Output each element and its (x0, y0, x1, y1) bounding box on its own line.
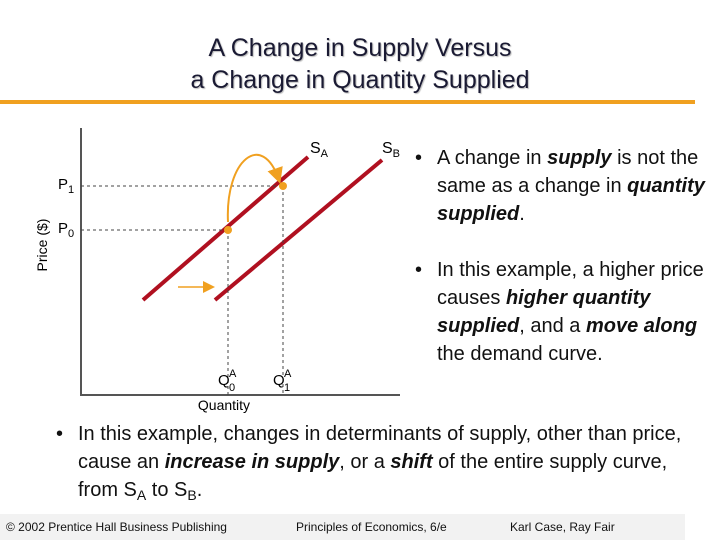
text-part: P (58, 220, 68, 237)
footer-text: © 2002 Prentice Hall Business Publishing (6, 520, 227, 534)
text-part: higher quantity supplied (437, 287, 651, 337)
bullet: • In this example, changes in determinant… (56, 423, 682, 503)
text-part: quantity supplied (437, 175, 705, 225)
text-part: 0 (229, 382, 235, 394)
footer-bar (0, 514, 685, 540)
bullet: • In this example, a higher price causes … (415, 259, 704, 365)
price-label: P1 (58, 176, 74, 196)
text-part: move along (585, 315, 698, 337)
text-part: A (136, 487, 147, 503)
text-part: B (393, 148, 400, 160)
text-part: 1 (68, 184, 74, 196)
text-part: 1 (284, 382, 290, 394)
text-part: A (284, 368, 292, 380)
x-axis-label: Quantity (198, 397, 250, 413)
guide-lines (81, 185, 284, 395)
text-part: S (310, 140, 321, 157)
text-part: In this example, a higher price causes (437, 259, 704, 309)
point (224, 226, 232, 234)
curve-label: SB (382, 140, 400, 160)
quantity-label: QA 1 (273, 368, 292, 394)
text-part: B (187, 487, 197, 503)
supply-curve-b (213, 158, 384, 302)
text-part: the demand curve. (437, 343, 603, 365)
text-part: . (196, 479, 203, 501)
text-part: of the entire supply curve, from S (78, 451, 668, 501)
text-part: A change in (437, 147, 548, 169)
text-part: P (58, 176, 68, 193)
y-axis-label: Price ($) (34, 219, 50, 272)
footer-text: Karl Case, Ray Fair (510, 520, 615, 534)
text-part: shift (390, 451, 433, 473)
text-part: In this example, changes in determinants… (78, 423, 682, 473)
text-part: Q (273, 372, 285, 389)
text-part: , or a (339, 451, 391, 473)
move-arrow (226, 154, 283, 223)
footer-text: Principles of Economics, 6/e (296, 520, 447, 534)
text-part: 0 (68, 228, 74, 240)
text-part: A (229, 368, 237, 380)
text-part: is not the same as a change in (437, 147, 699, 197)
text-part: supply (547, 147, 612, 169)
text-part: Q (218, 372, 230, 389)
bullet: • A change in supply is not the same as a… (415, 147, 705, 225)
text-part: , and a (519, 315, 586, 337)
text-part: S (382, 140, 393, 157)
curve-label: SA (310, 140, 329, 160)
title-line: A Change in Supply Versus (208, 34, 512, 62)
price-label: P0 (58, 220, 74, 240)
text-part: . (519, 203, 525, 225)
title-line: a Change in Quantity Supplied (190, 66, 530, 94)
point (279, 182, 287, 190)
quantity-label: QA 0 (218, 368, 237, 394)
text-part: A (321, 148, 329, 160)
text-part: increase in supply (164, 451, 340, 473)
text-part: to S (146, 479, 188, 501)
